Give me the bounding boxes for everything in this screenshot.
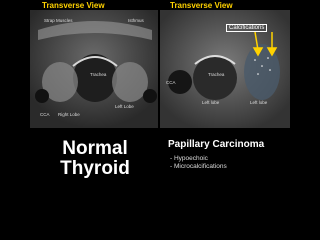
annotation: Strap Muscles <box>44 18 73 23</box>
thumbnail: Transverse View Strap Muscles Isthmus Tr… <box>30 1 290 179</box>
bullet: - Hypoechoic <box>170 155 208 162</box>
bullet: - Microcalcifications <box>170 163 227 170</box>
panel-title: Transverse View <box>170 1 233 10</box>
annotation: Right Lobe <box>58 112 80 117</box>
caption-title: Papillary Carcinoma <box>168 139 265 150</box>
annotation: Left lobe <box>250 100 268 105</box>
annotation: CCA <box>40 112 50 117</box>
panel-title: Transverse View <box>42 1 105 10</box>
annotation: Trachea <box>208 72 225 77</box>
annotation: Left Lobe <box>115 104 134 109</box>
caption: Thyroid <box>60 158 130 179</box>
annotation: Trachea <box>90 72 107 77</box>
annotation: Left lobe <box>202 100 220 105</box>
annotation: CCA <box>166 80 176 85</box>
annotation: Isthmus <box>128 18 144 23</box>
caption: Normal <box>62 138 128 159</box>
ultrasound-images <box>30 10 290 128</box>
annotation: Calcifications <box>226 24 268 32</box>
